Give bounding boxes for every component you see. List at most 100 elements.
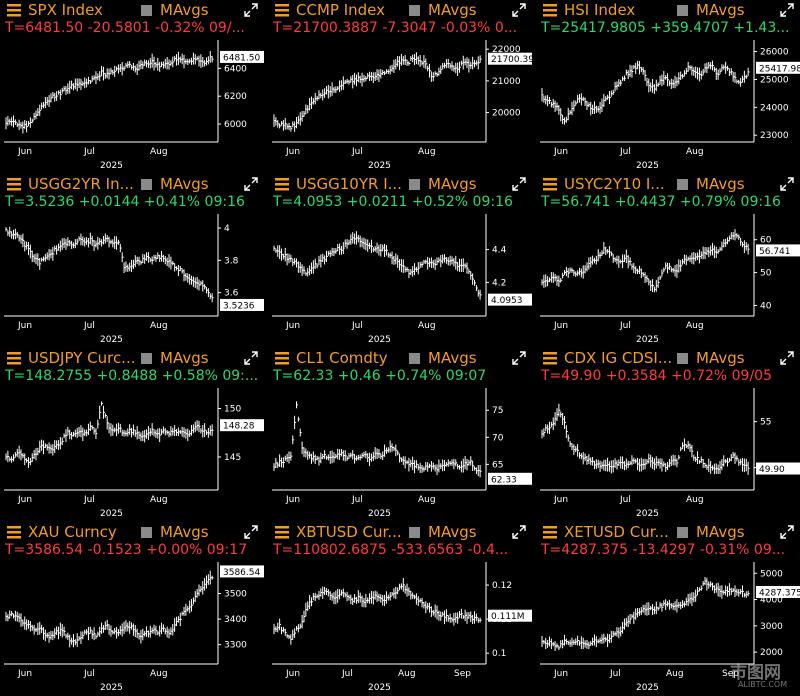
mavgs-label[interactable]: MAvgs bbox=[696, 175, 745, 193]
security-title[interactable]: CDX IG CDSI... bbox=[564, 349, 673, 367]
chart-panel-cdxig[interactable]: CDX IG CDSI... MAvgs T=49.90 +0.3584 +0.72… bbox=[536, 348, 800, 522]
y-tick-label: 3500 bbox=[224, 590, 247, 600]
x-tick-label: Jun bbox=[17, 669, 32, 679]
expand-icon[interactable] bbox=[512, 351, 526, 365]
chart-panel-usgg2yr[interactable]: USGG2YR In... MAvgs T=3.5236 +0.0144 +0.41… bbox=[0, 174, 266, 348]
mavgs-checkbox[interactable] bbox=[677, 353, 688, 364]
security-title[interactable]: USDJPY Curc... bbox=[28, 349, 136, 367]
expand-icon[interactable] bbox=[780, 525, 794, 539]
expand-icon[interactable] bbox=[244, 351, 258, 365]
security-title[interactable]: CL1 Comdty bbox=[296, 349, 388, 367]
chart-panel-xau[interactable]: XAU Curncy MAvgs T=3586.54 -0.1523 +0.00% … bbox=[0, 522, 266, 696]
y-tick-label: 2000 bbox=[760, 648, 783, 658]
quote-line: T=4.0953 +0.0211 +0.52% 09:16 bbox=[273, 194, 513, 210]
expand-icon[interactable] bbox=[780, 177, 794, 191]
year-label: 2025 bbox=[100, 335, 123, 345]
expand-icon[interactable] bbox=[780, 351, 794, 365]
mavgs-label[interactable]: MAvgs bbox=[428, 175, 477, 193]
mavgs-label[interactable]: MAvgs bbox=[160, 175, 209, 193]
security-title[interactable]: SPX Index bbox=[28, 1, 103, 19]
mavgs-checkbox[interactable] bbox=[409, 179, 420, 190]
y-tick-label: 40 bbox=[760, 301, 772, 311]
chart-panel-ccmp[interactable]: CCMP Index MAvgs T=21700.3887 -7.3047 -0.0… bbox=[268, 0, 534, 174]
chart-panel-xetusd[interactable]: XETUSD Cur... MAvgs T=4287.375 -13.4297 -0… bbox=[536, 522, 800, 696]
expand-icon[interactable] bbox=[512, 177, 526, 191]
mavgs-checkbox[interactable] bbox=[141, 179, 152, 190]
mavgs-label[interactable]: MAvgs bbox=[696, 1, 745, 19]
menu-icon[interactable] bbox=[6, 2, 22, 18]
mavgs-checkbox[interactable] bbox=[677, 179, 688, 190]
security-title[interactable]: CCMP Index bbox=[296, 1, 385, 19]
menu-icon[interactable] bbox=[274, 350, 290, 366]
expand-icon[interactable] bbox=[244, 177, 258, 191]
menu-icon[interactable] bbox=[542, 350, 558, 366]
mavgs-label[interactable]: MAvgs bbox=[160, 349, 209, 367]
last-price-label: 3.5236 bbox=[223, 301, 255, 311]
expand-icon[interactable] bbox=[244, 525, 258, 539]
mavgs-label[interactable]: MAvgs bbox=[160, 1, 209, 19]
chart-panel-cl1[interactable]: CL1 Comdty MAvgs T=62.33 +0.46 +0.74% 09:0… bbox=[268, 348, 534, 522]
chart-panel-hsi[interactable]: HSI Index MAvgs T=25417.9805 +359.4707 +1.… bbox=[536, 0, 800, 174]
chart-panel-usdjpy[interactable]: USDJPY Curc... MAvgs T=148.2755 +0.8488 +0… bbox=[0, 348, 266, 522]
year-label: 2025 bbox=[368, 161, 391, 171]
x-tick-label: Aug bbox=[686, 321, 704, 331]
chart-panel-spx[interactable]: SPX Index MAvgs T=6481.50 -20.5801 -0.32% … bbox=[0, 0, 266, 174]
expand-icon[interactable] bbox=[244, 3, 258, 17]
mavgs-checkbox[interactable] bbox=[677, 527, 688, 538]
expand-icon[interactable] bbox=[780, 3, 794, 17]
mavgs-checkbox[interactable] bbox=[141, 5, 152, 16]
x-tick-label: Aug bbox=[418, 321, 436, 331]
mavgs-checkbox[interactable] bbox=[409, 5, 420, 16]
last-price-tag bbox=[756, 585, 800, 598]
security-title[interactable]: XAU Curncy bbox=[28, 523, 117, 541]
y-tick-label: 65 bbox=[492, 460, 503, 470]
security-title[interactable]: XBTUSD Cur... bbox=[296, 523, 402, 541]
menu-icon[interactable] bbox=[274, 524, 290, 540]
mavgs-label[interactable]: MAvgs bbox=[428, 523, 477, 541]
y-tick-label: 3300 bbox=[224, 641, 247, 651]
mavgs-label[interactable]: MAvgs bbox=[696, 349, 745, 367]
y-tick-label: 20000 bbox=[492, 109, 521, 119]
mavgs-label[interactable]: MAvgs bbox=[696, 523, 745, 541]
mavgs-checkbox[interactable] bbox=[409, 527, 420, 538]
year-label: 2025 bbox=[636, 683, 659, 693]
menu-icon[interactable] bbox=[274, 2, 290, 18]
security-title[interactable]: XETUSD Cur... bbox=[564, 523, 669, 541]
mavgs-checkbox[interactable] bbox=[141, 527, 152, 538]
security-title[interactable]: USYC2Y10 I... bbox=[564, 175, 665, 193]
menu-icon[interactable] bbox=[6, 176, 22, 192]
mavgs-checkbox[interactable] bbox=[409, 353, 420, 364]
chart-panel-usyc2y10[interactable]: USYC2Y10 I... MAvgs T=56.741 +0.4437 +0.79… bbox=[536, 174, 800, 348]
menu-icon[interactable] bbox=[274, 176, 290, 192]
menu-icon[interactable] bbox=[6, 524, 22, 540]
mavgs-label[interactable]: MAvgs bbox=[160, 523, 209, 541]
x-tick-label: Jul bbox=[619, 321, 631, 331]
chart-panel-usgg10yr[interactable]: USGG10YR I... MAvgs T=4.0953 +0.0211 +0.52… bbox=[268, 174, 534, 348]
chart-panel-xbtusd[interactable]: XBTUSD Cur... MAvgs T=110802.6875 -533.656… bbox=[268, 522, 534, 696]
quote-line: T=6481.50 -20.5801 -0.32% 09/... bbox=[5, 20, 245, 36]
mavgs-label[interactable]: MAvgs bbox=[428, 349, 477, 367]
expand-icon[interactable] bbox=[512, 3, 526, 17]
mavgs-checkbox[interactable] bbox=[677, 5, 688, 16]
price-series bbox=[273, 231, 482, 300]
security-title[interactable]: HSI Index bbox=[564, 1, 636, 19]
mavgs-label[interactable]: MAvgs bbox=[428, 1, 477, 19]
menu-icon[interactable] bbox=[542, 2, 558, 18]
menu-icon[interactable] bbox=[6, 350, 22, 366]
y-tick-label: 3400 bbox=[224, 615, 247, 625]
mavgs-checkbox[interactable] bbox=[141, 353, 152, 364]
x-tick-label: Aug bbox=[686, 495, 704, 505]
y-tick-label: 4.2 bbox=[492, 278, 506, 288]
security-title[interactable]: USGG10YR I... bbox=[296, 175, 402, 193]
menu-icon[interactable] bbox=[542, 524, 558, 540]
last-price-tag bbox=[488, 472, 532, 485]
security-title[interactable]: USGG2YR In... bbox=[28, 175, 134, 193]
x-tick-label: Jun bbox=[285, 669, 300, 679]
y-tick-label: 22000 bbox=[492, 45, 521, 55]
x-tick-label: Jul bbox=[619, 147, 631, 157]
x-tick-label: Jul bbox=[341, 669, 353, 679]
expand-icon[interactable] bbox=[512, 525, 526, 539]
y-tick-label: 25000 bbox=[760, 75, 789, 85]
menu-icon[interactable] bbox=[542, 176, 558, 192]
